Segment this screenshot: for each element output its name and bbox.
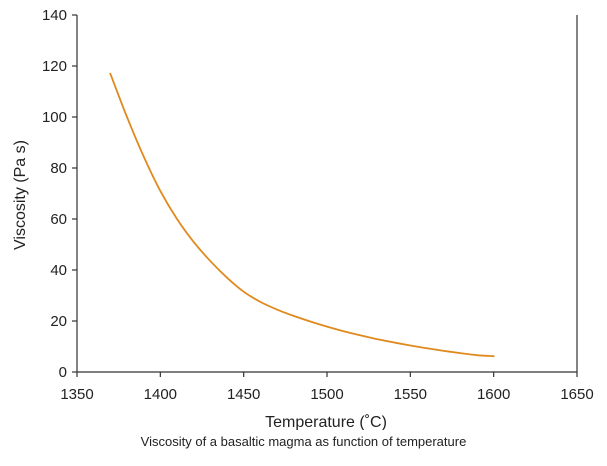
y-axis-label: Viscosity (Pa s) xyxy=(12,140,29,250)
x-tick-label: 1600 xyxy=(477,386,510,403)
x-tick-label: 1500 xyxy=(310,386,343,403)
y-tick-label: 60 xyxy=(50,211,67,228)
x-tick-label: 1400 xyxy=(144,386,177,403)
viscosity-chart: 0 20 40 60 80 100 120 140 1350 1400 1450 1500 1550 16… xyxy=(12,7,594,430)
x-tick-label: 1650 xyxy=(560,386,593,403)
y-tick-label: 100 xyxy=(42,109,67,126)
y-tick-label: 120 xyxy=(42,58,67,75)
y-tick-label: 140 xyxy=(42,7,67,24)
y-tick-label: 0 xyxy=(59,364,67,381)
series-line-0 xyxy=(109,72,495,358)
figure-caption: Viscosity of a basaltic magma as functio… xyxy=(140,434,467,449)
x-tick-label: 1350 xyxy=(60,386,93,403)
x-tick-label: 1450 xyxy=(227,386,260,403)
y-tick-label: 20 xyxy=(50,313,67,330)
y-tick-label: 40 xyxy=(50,262,67,279)
x-axis-label: Temperature (˚C) xyxy=(265,414,387,430)
y-tick-label: 80 xyxy=(50,160,67,177)
x-tick-label: 1550 xyxy=(394,386,427,403)
